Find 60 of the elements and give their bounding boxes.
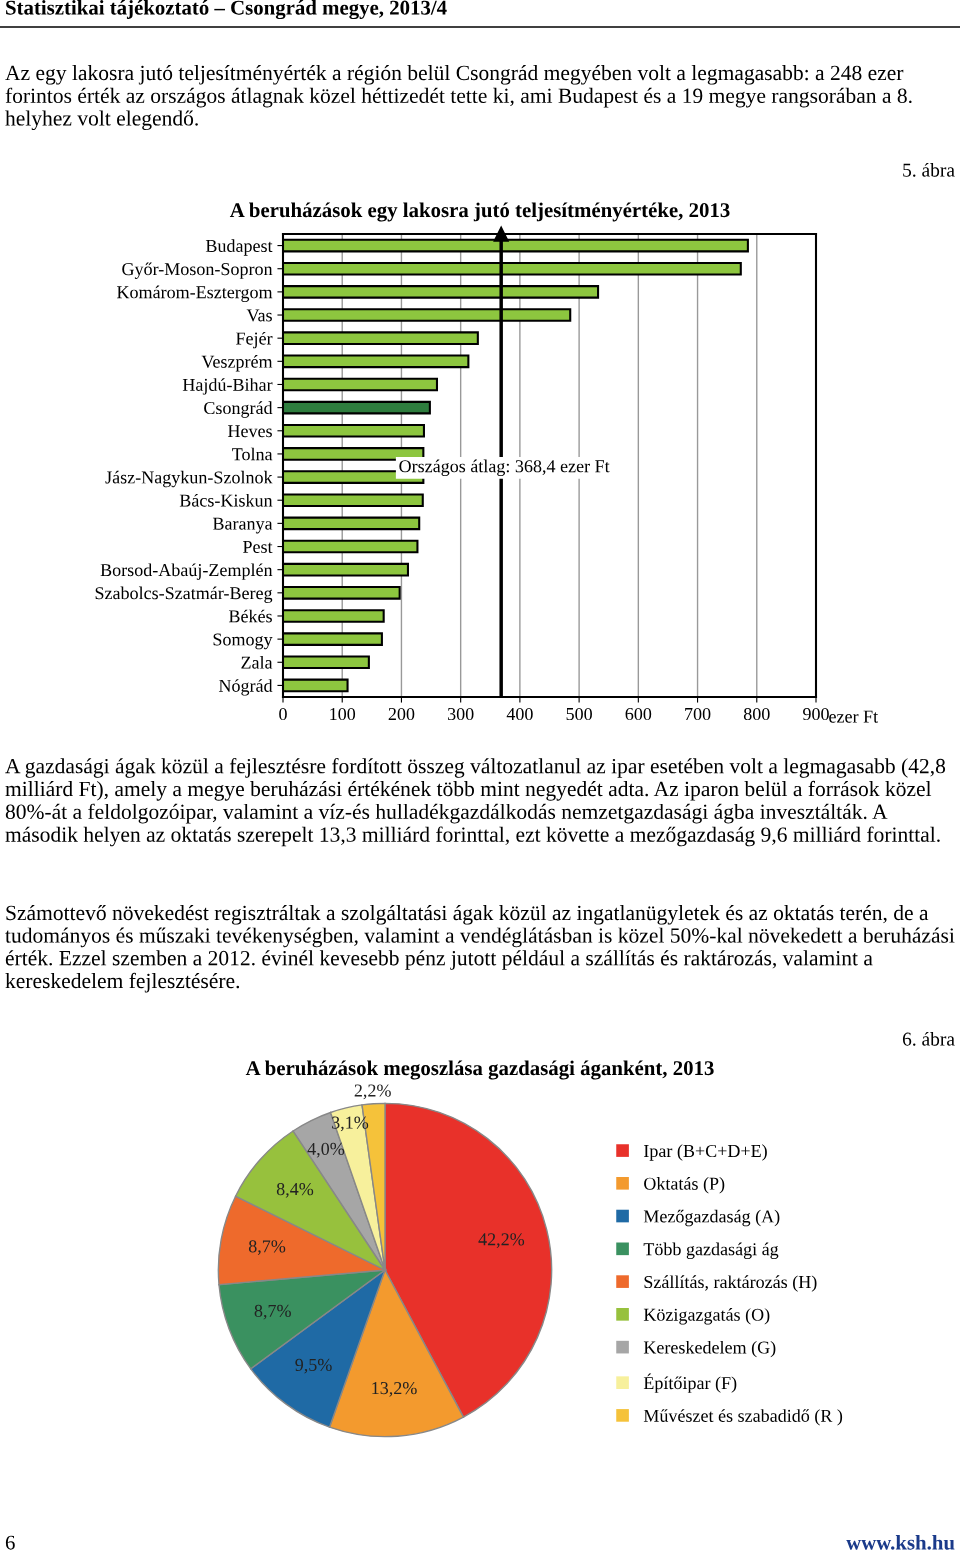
legend-label: Művészet és szabadidő (R ): [643, 1409, 843, 1426]
legend-label: Több gazdasági ág: [643, 1242, 779, 1260]
y-tick-label: Zala: [241, 656, 273, 669]
y-tick-label: Csongrád: [204, 401, 273, 418]
y-tick-label: Komárom-Esztergom: [116, 285, 273, 303]
y-tick-label: Heves: [227, 425, 272, 438]
y-tick-label: Jász-Nagykun-Szolnok: [105, 470, 273, 488]
x-tick-label: 100: [330, 707, 356, 721]
text: 6. ábra: [902, 1031, 955, 1046]
legend-label: Közigazgatás (O): [643, 1308, 770, 1325]
x-tick-label: 800: [743, 707, 770, 721]
data-label: 42,2%: [478, 1233, 525, 1249]
data-label: 8,7%: [254, 1304, 291, 1320]
y-tick-label: Vas: [246, 309, 272, 322]
y-tick-label: Somogy: [213, 633, 273, 650]
y-tick-label: Fejér: [236, 331, 273, 349]
y-tick-label: Nógrád: [218, 679, 273, 696]
legend-label: Építőipar (F): [643, 1373, 737, 1393]
text: www.ksh.hu: [846, 1535, 955, 1550]
y-tick-label: Pest: [243, 540, 273, 553]
x-tick-label: 0: [279, 707, 287, 721]
data-label: 2,2%: [354, 1084, 391, 1100]
legend-label: Szállítás, raktározás (H): [644, 1275, 817, 1292]
data-label: 4,0%: [307, 1142, 345, 1158]
legend-label: Mezőgazdaság (A): [643, 1209, 780, 1227]
text: Statisztikai tájékoztató – Csongrád megye, 2013/4: [6, 0, 447, 20]
legend-label: Ipar (B+C+D+E): [643, 1144, 767, 1161]
x-tick-label: 900: [803, 707, 829, 721]
y-tick-label: Győr-Moson-Sopron: [122, 262, 273, 279]
data-label: 9,5%: [295, 1358, 332, 1374]
y-tick-label: Szabolcs-Szatmár-Bereg: [95, 586, 273, 603]
y-tick-label: Bács-Kiskun: [179, 493, 273, 507]
data-label: 8,4%: [276, 1182, 314, 1198]
chart-title: A beruházások egy lakosra jutó teljesítményértéke, 2013: [229, 202, 730, 222]
x-tick-label: 600: [625, 707, 652, 721]
x-tick-label: 200: [388, 707, 415, 721]
text: A gazdasági ágak közül a fejlesztésre fordított összeg változatlanul az ipar esetében volt a legmagasabb (42,8 milliárd Ft), amely a megye beruházási értékének több mint negyedét adta. Az iparon belül a források közel 80%-át a feldolgozóipar, valamint a víz-és hulladékgazdálkodás nemzetgazdasági ágba invesztálták. A második helyen az oktatás szerepelt 13,3 milliárd forinttal, ezt követte a mezőgazdaság 9,6 milliárd forinttal.: [5, 758, 946, 847]
text: 6: [5, 1535, 15, 1550]
ref-line-label: Országos átlag: 368,4 ezer Ft: [399, 459, 610, 477]
data-label: 13,2%: [372, 1381, 417, 1397]
y-tick-label: Veszprém: [201, 355, 273, 372]
legend-label: Oktatás (P): [644, 1177, 725, 1194]
y-tick-label: Budapest: [205, 239, 273, 256]
legend-label: Kereskedelem (G): [643, 1340, 776, 1358]
x-tick-label: 500: [566, 707, 592, 721]
y-tick-label: Békés: [228, 609, 272, 623]
y-tick-label: Borsod-Abaúj-Zemplén: [100, 563, 273, 580]
y-tick-label: Tolna: [232, 447, 273, 461]
text: Az egy lakosra jutó teljesítményérték a régión belül Csongrád megyében volt a legmagasabb: a 248 ezer forintos érték az országos átlagnak közel héttizedét tette ki, ami Budapest és a 19 megye rangsorában a 8. helyhez volt elegendő.: [5, 65, 912, 131]
text: 5. ábra: [903, 162, 955, 177]
data-label: 3,1%: [332, 1116, 369, 1132]
y-tick-label: Hajdú-Bihar: [182, 378, 273, 395]
y-tick-label: Baranya: [212, 517, 273, 534]
x-tick-label: 300: [447, 707, 474, 721]
data-label: 8,7%: [248, 1240, 286, 1255]
text: Számottevő növekedést regisztráltak a szolgáltatási ágak közül az ingatlanügyletek és az oktatás terén, de a tudományos és műszaki tevékenységben, valamint a vendéglátásban is közel 50%-kal növekedett a beruházási érték. Ezzel szemben a 2012. évinél kevesebb pénz jutott például a szállítás és raktározás, valamint a kereskedelem fejlesztésére.: [5, 905, 955, 993]
x-axis-title: ezer Ft: [829, 710, 879, 723]
x-tick-label: 700: [685, 707, 711, 721]
x-tick-label: 400: [506, 707, 533, 721]
chart-title: A beruházások megoszlása gazdasági áganként, 2013: [245, 1060, 714, 1080]
